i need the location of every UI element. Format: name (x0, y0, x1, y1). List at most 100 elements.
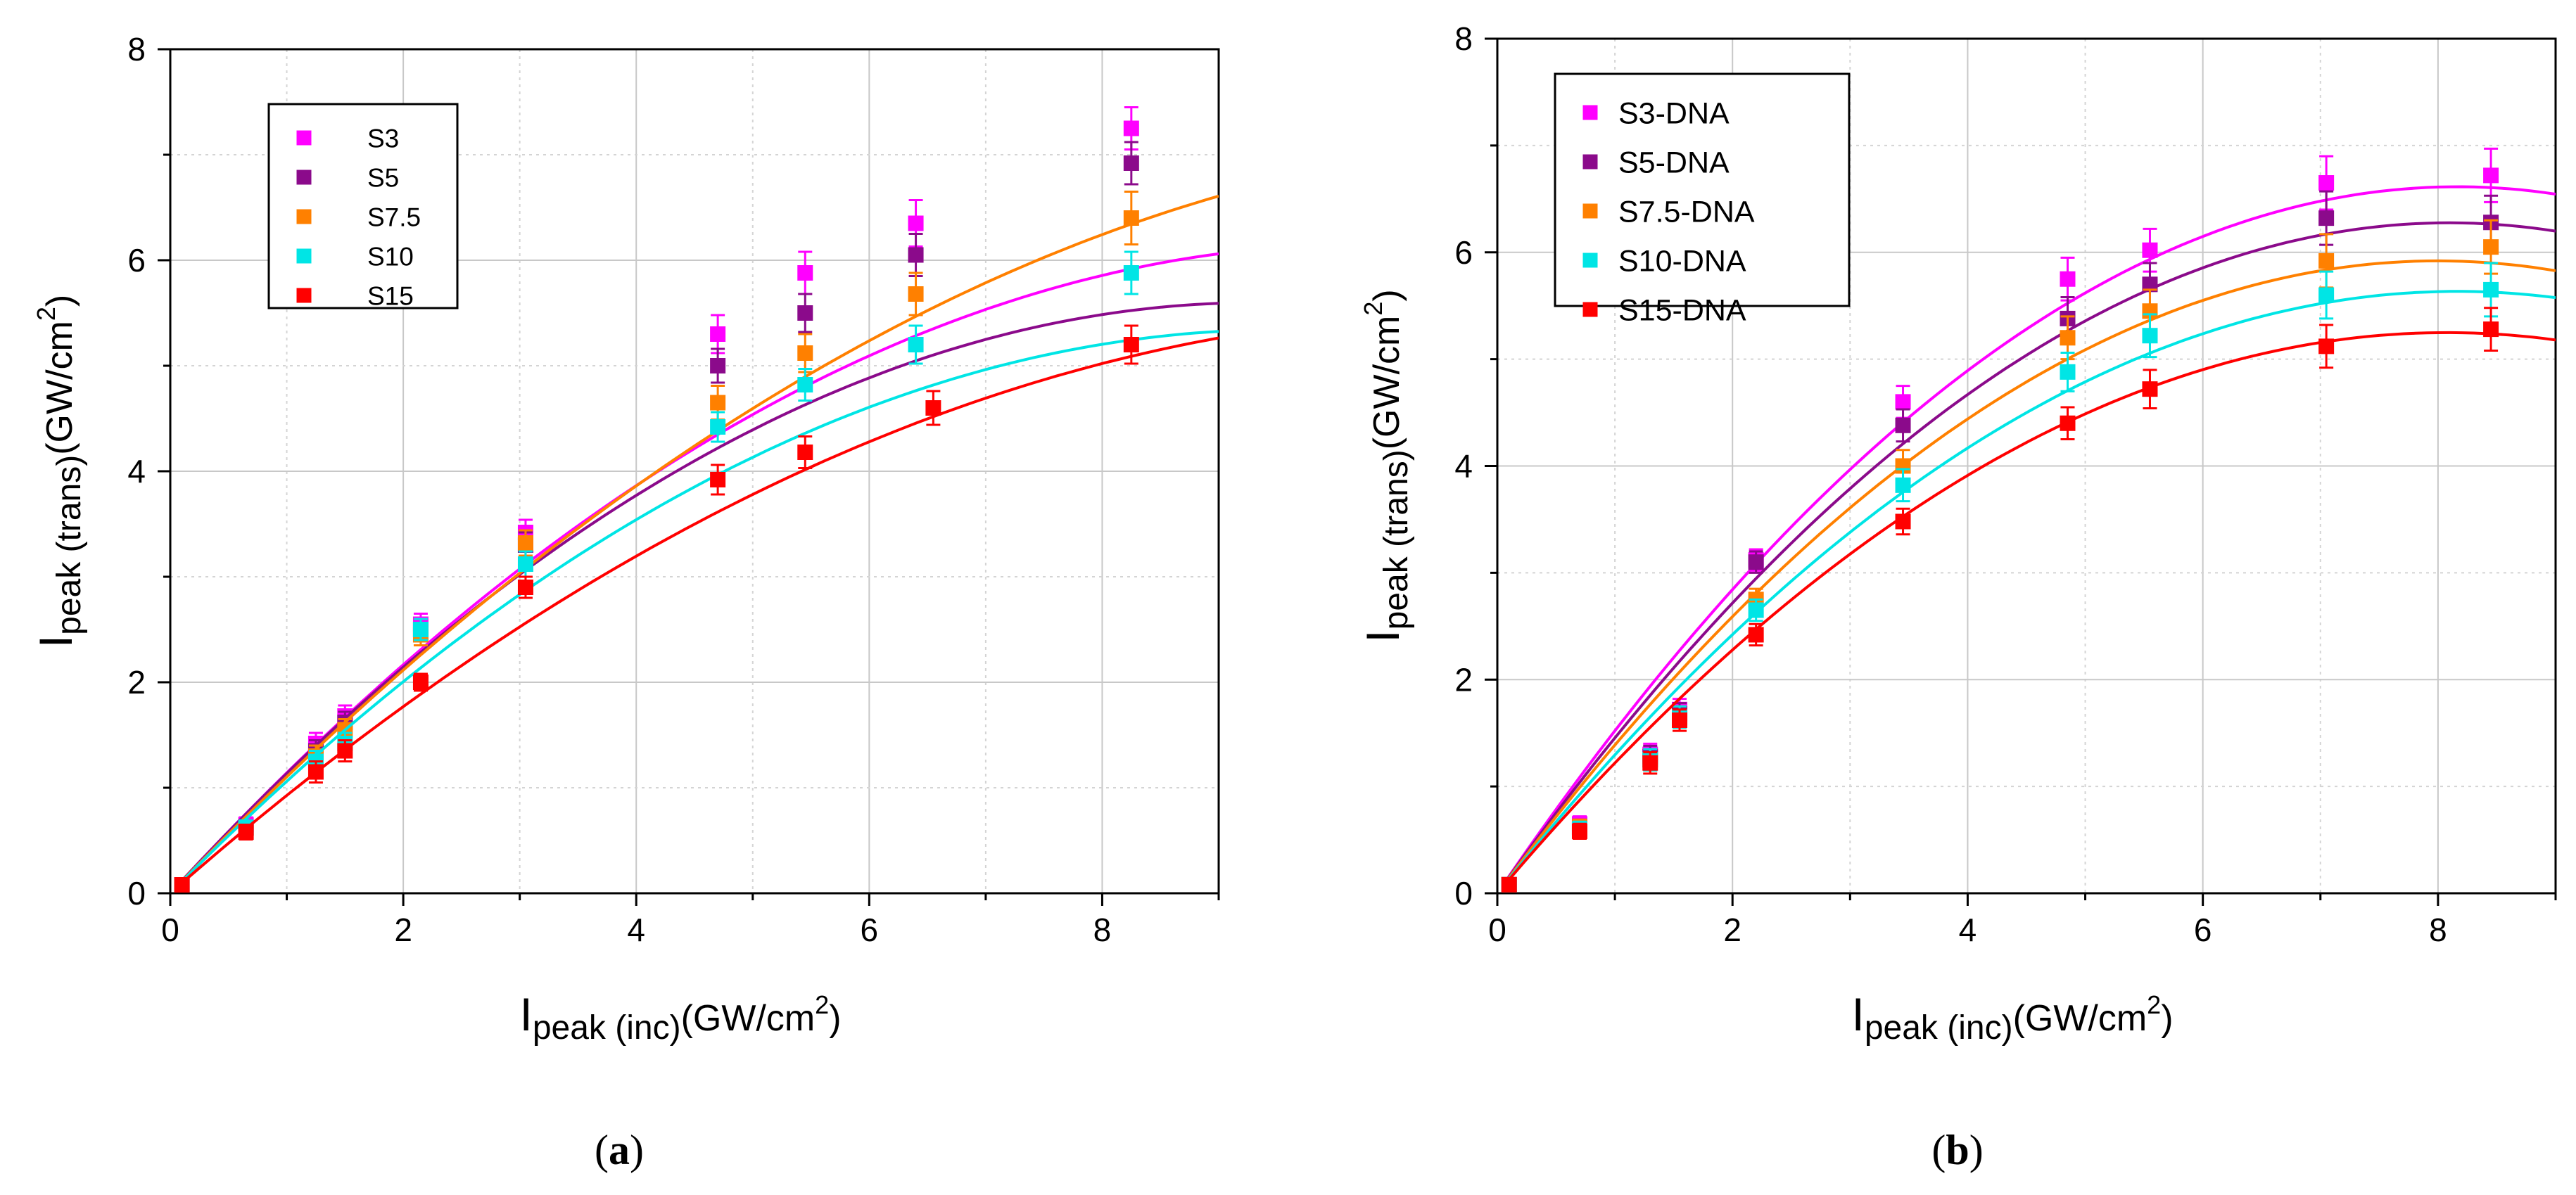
x-tick-label: 0 (1488, 912, 1506, 948)
data-point (2060, 415, 2076, 431)
data-point (2060, 330, 2076, 346)
series-S15 (174, 324, 1219, 893)
legend-label: S3 (367, 124, 399, 153)
y-tick-label: 0 (1454, 875, 1473, 912)
fit-curve (1502, 290, 2556, 887)
data-point (908, 215, 924, 231)
y-axis-label: Ipeak (trans)(GW/cm2) (30, 295, 88, 648)
fit-curve (1502, 185, 2556, 886)
x-axis-label-close: ) (829, 998, 841, 1039)
y-axis-label-unit: (GW/cm (1366, 316, 1407, 450)
data-point (1642, 755, 1658, 771)
data-point (2318, 210, 2335, 226)
y-tick-label: 8 (1454, 20, 1473, 57)
data-point (797, 345, 813, 361)
data-point (2060, 271, 2076, 287)
data-point (1672, 712, 1688, 728)
legend-marker (1582, 154, 1598, 170)
x-tick-label: 0 (161, 912, 179, 948)
legend-marker (1582, 105, 1598, 120)
legend-label: S7.5-DNA (1618, 195, 1755, 229)
y-tick-label: 8 (127, 31, 146, 68)
fit-curve (175, 330, 1219, 889)
data-point (307, 764, 324, 780)
x-tick-label: 6 (2194, 912, 2212, 948)
x-axis-label-sup: 2 (815, 990, 829, 1019)
y-axis-label-sup: 2 (1359, 302, 1388, 316)
panel-caption: (a) (595, 1127, 644, 1173)
fit-curve (1502, 259, 2556, 887)
data-point (1895, 477, 1911, 493)
data-point (1123, 337, 1139, 352)
data-point (412, 622, 429, 637)
fit-curve (175, 302, 1219, 888)
x-axis-label-main: I (519, 988, 532, 1040)
fit-curve (175, 336, 1219, 890)
legend-label: S7.5 (367, 203, 421, 231)
legend-marker (296, 170, 312, 185)
data-point (710, 326, 726, 342)
y-axis-label-unit: (GW/cm (39, 321, 80, 455)
panel-caption-letter: b (1946, 1127, 1969, 1173)
x-axis-label-sub: peak (inc) (533, 1009, 681, 1047)
legend-label: S5 (367, 163, 399, 192)
data-point (1748, 627, 1764, 643)
data-point (1748, 554, 1764, 570)
legend-box (267, 103, 459, 309)
series-S10-DNA (1501, 262, 2556, 893)
legend-label: S3-DNA (1618, 96, 1730, 130)
y-tick-label: 0 (127, 875, 146, 912)
data-point (710, 358, 726, 373)
x-axis-label-main: I (1851, 988, 1864, 1040)
x-axis-label-sup: 2 (2147, 990, 2161, 1019)
data-point (2142, 381, 2158, 397)
data-point (2318, 287, 2335, 303)
data-point (797, 305, 813, 321)
panel-caption-close: ) (630, 1127, 644, 1173)
data-point (925, 400, 941, 416)
data-point (1571, 823, 1587, 839)
data-point (797, 265, 813, 281)
data-point (2483, 167, 2499, 184)
data-point (908, 286, 924, 302)
data-point (2060, 364, 2076, 380)
data-point (1501, 876, 1517, 893)
data-point (1895, 417, 1911, 433)
y-axis-label-sub: peak (trans) (51, 455, 88, 635)
panel-caption-letter: a (609, 1127, 630, 1173)
legend-marker (1582, 302, 1598, 317)
legend-marker (296, 248, 312, 264)
y-tick-label: 6 (127, 242, 146, 279)
data-point (710, 472, 726, 487)
series-S10 (174, 250, 1219, 893)
data-point (337, 743, 353, 759)
data-point (2483, 281, 2499, 298)
data-point (2483, 239, 2499, 255)
x-tick-label: 8 (2429, 912, 2447, 948)
fit-curve (1502, 331, 2556, 888)
y-axis-label-sub: peak (trans) (1378, 449, 1415, 630)
data-point (2483, 321, 2499, 338)
legend-label: S15 (367, 281, 414, 310)
data-point (908, 247, 924, 263)
legend-label: S5-DNA (1618, 146, 1730, 179)
y-axis-label-close: ) (39, 295, 80, 307)
fit-curve (175, 252, 1219, 888)
y-tick-label: 4 (1454, 448, 1473, 485)
legend-box (1554, 72, 1851, 307)
data-point (517, 580, 533, 595)
data-point (174, 877, 190, 893)
data-point (797, 377, 813, 392)
x-tick-label: 2 (1723, 912, 1741, 948)
data-point (908, 337, 924, 352)
panel-caption-open: ( (1931, 1127, 1946, 1173)
y-tick-label: 2 (1454, 661, 1473, 698)
y-tick-label: 2 (127, 664, 146, 701)
x-axis-label: Ipeak (inc)(GW/cm2) (519, 988, 841, 1047)
data-point (797, 445, 813, 460)
data-point (2318, 338, 2335, 354)
x-axis-label-unit: (GW/cm (681, 998, 816, 1039)
